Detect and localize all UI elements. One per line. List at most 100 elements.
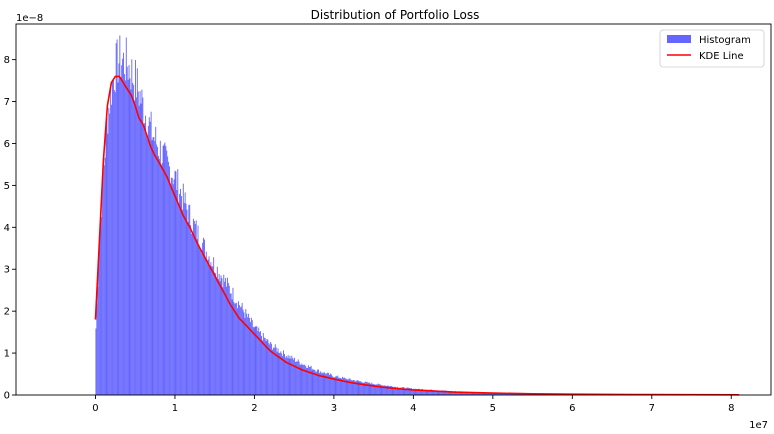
histogram-bar — [149, 121, 151, 395]
histogram-bar — [167, 156, 169, 395]
histogram-bar — [169, 166, 170, 395]
histogram-bar — [225, 278, 227, 395]
histogram-bar — [480, 392, 482, 395]
histogram-bar — [398, 387, 400, 395]
histogram-bar — [431, 389, 433, 395]
histogram-bar — [263, 337, 265, 395]
histogram-bar — [285, 355, 287, 395]
y-axis: 0 1 2 3 4 5 6 7 8 — [4, 55, 16, 402]
histogram-bar — [186, 209, 188, 395]
x-offset-label: 1e7 — [749, 420, 768, 431]
histogram-bar — [363, 382, 364, 395]
histogram-bar — [342, 377, 344, 395]
histogram-bar — [123, 74, 125, 395]
x-tick-label: 7 — [649, 403, 655, 414]
histogram-bar — [494, 392, 496, 395]
histogram-bar — [291, 355, 293, 395]
histogram-bar — [200, 250, 202, 395]
histogram-bar — [364, 382, 365, 395]
histogram-bar — [100, 218, 101, 395]
histogram-bar — [339, 377, 341, 395]
histogram-bar — [288, 358, 290, 395]
histogram-bar — [460, 391, 462, 395]
histogram-bar — [373, 384, 375, 395]
histogram-bar — [324, 373, 326, 395]
histogram-bar — [345, 379, 347, 395]
histogram-bar — [224, 281, 226, 395]
histogram-bar — [267, 339, 269, 395]
histogram-bar — [419, 389, 421, 395]
histogram-bar — [208, 256, 210, 395]
histogram-bar — [205, 251, 207, 395]
histogram-bar — [388, 386, 390, 395]
histogram-bar — [395, 386, 397, 395]
histogram-bar — [332, 377, 334, 395]
histogram-bar — [229, 293, 231, 395]
histogram-bar — [327, 372, 329, 395]
histogram-bar — [277, 348, 279, 395]
histogram-bar — [437, 390, 439, 395]
histogram-bar — [433, 390, 435, 395]
histogram-bar — [351, 380, 353, 395]
histogram-bar — [160, 166, 162, 395]
histogram-bar — [329, 373, 331, 395]
histogram-bar — [284, 353, 285, 395]
histogram-bar — [159, 140, 161, 395]
histogram-bar — [115, 43, 117, 396]
histogram-bar — [354, 381, 356, 395]
histogram-bar — [414, 389, 416, 395]
histogram-bar — [248, 313, 250, 395]
histogram-bar — [125, 37, 127, 395]
histogram-bar — [270, 341, 272, 395]
histogram-bar — [259, 332, 261, 395]
histogram-bar — [223, 274, 225, 395]
histogram-bar — [134, 100, 136, 395]
histogram-bar — [286, 357, 288, 395]
histogram-bar — [273, 347, 275, 395]
histogram-bar — [329, 375, 330, 395]
histogram-bar — [360, 381, 362, 395]
histogram-bar — [231, 299, 233, 395]
histogram-bar — [482, 392, 484, 395]
histogram-bar — [459, 391, 461, 395]
histogram-bar — [341, 376, 343, 395]
histogram-bar — [161, 163, 163, 395]
histogram-bar — [250, 317, 252, 395]
histogram-bar — [479, 392, 481, 395]
histogram-bar — [399, 387, 401, 395]
histogram-bar — [199, 249, 201, 395]
histogram-bar — [397, 386, 399, 395]
histogram-bar — [467, 391, 469, 395]
histogram-bar — [278, 352, 280, 395]
histogram-bar — [279, 353, 281, 395]
histogram-bar — [446, 390, 448, 395]
histogram-bar — [121, 65, 123, 395]
histogram-bar — [100, 216, 102, 395]
histogram-bar — [312, 368, 314, 395]
histogram-bar — [106, 117, 108, 395]
histogram-bar — [268, 343, 270, 395]
x-tick-label: 3 — [331, 403, 337, 414]
histogram-bar — [475, 392, 477, 395]
histogram-bar — [143, 124, 145, 396]
histogram-bar — [334, 377, 336, 395]
legend-kde-label: KDE Line — [699, 51, 744, 62]
histogram-bar — [386, 385, 388, 395]
legend-histogram-label: Histogram — [699, 35, 751, 46]
x-axis: 0 1 2 3 4 5 6 7 8 — [92, 395, 734, 414]
histogram-bar — [118, 63, 120, 395]
histogram-bar — [398, 387, 399, 395]
histogram-bar — [458, 391, 460, 395]
histogram-bar — [385, 385, 387, 395]
histogram-bar — [201, 253, 203, 395]
kde-line — [94, 75, 740, 396]
histogram-bar — [396, 387, 398, 395]
histogram-bar — [346, 378, 348, 395]
histogram-bar — [366, 381, 368, 395]
histogram-bar — [202, 242, 204, 395]
histogram-bar — [401, 387, 403, 395]
histogram-bar — [152, 137, 154, 396]
histogram-bar — [467, 391, 468, 395]
histogram-bar — [215, 273, 216, 395]
histogram-bar — [282, 356, 284, 395]
